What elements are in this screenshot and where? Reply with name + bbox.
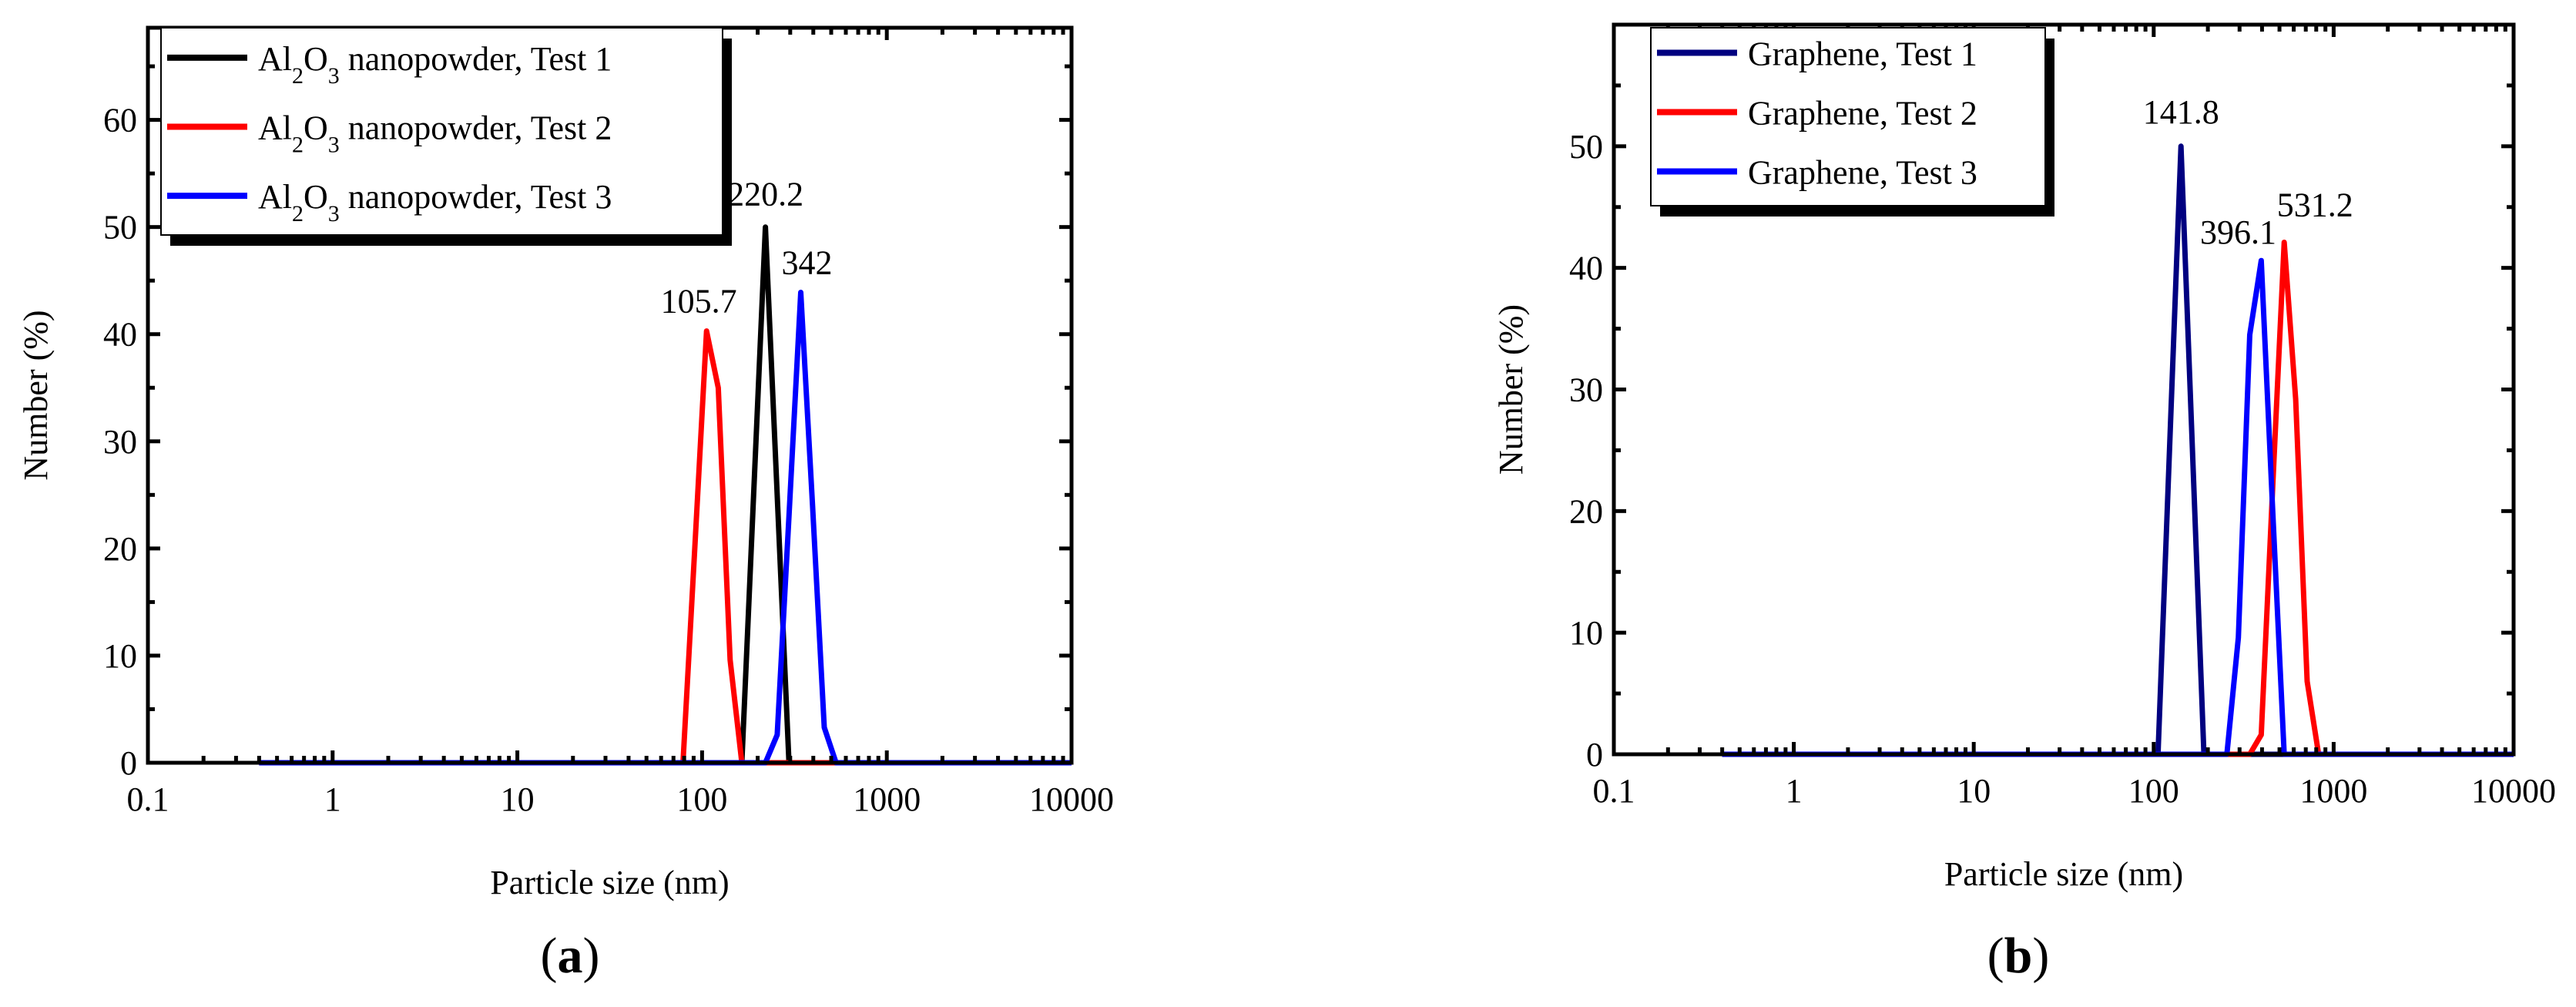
y-tick-label: 50 <box>103 209 137 247</box>
x-tick-label: 0.1 <box>127 780 169 818</box>
x-tick-label: 10000 <box>2471 772 2556 810</box>
x-axis-title: Particle size (nm) <box>490 864 729 901</box>
y-tick-label: 60 <box>103 102 137 139</box>
y-tick-label: 10 <box>1569 614 1603 652</box>
y-tick-label: 10 <box>103 637 137 675</box>
x-tick-label: 100 <box>676 780 727 818</box>
y-tick-label: 20 <box>1569 492 1603 530</box>
legend: Al2O3 nanopowder, Test 1 Al2O3 nanopowder… <box>160 27 732 246</box>
panel-letter: b <box>2004 928 2033 984</box>
y-tick-label: 0 <box>1586 736 1603 774</box>
legend: Graphene, Test 1 Graphene, Test 2 Graphene… <box>1650 27 2054 217</box>
legend-box <box>1650 27 2046 206</box>
legend-label-test-1: Graphene, Test 1 <box>1748 35 1977 73</box>
series-line-test-3 <box>259 290 1072 766</box>
x-tick-label: 10 <box>501 780 535 818</box>
y-tick-label: 40 <box>103 316 137 354</box>
legend-label-test-3: Al2O3 nanopowder, Test 3 <box>258 178 612 227</box>
peak-label: 220.2 <box>727 176 803 213</box>
x-tick-label: 100 <box>2128 772 2179 810</box>
y-tick-label: 20 <box>103 530 137 568</box>
series-line-test-2 <box>259 328 1072 766</box>
x-tick-label: 1 <box>324 780 341 818</box>
x-axis-title: Particle size (nm) <box>1944 855 2183 893</box>
panel-label: (a) <box>541 928 600 984</box>
y-tick-label: 30 <box>103 423 137 461</box>
x-tick-label: 1 <box>1786 772 1803 810</box>
x-tick-label: 10 <box>1957 772 1991 810</box>
legend-label-test-2: Graphene, Test 2 <box>1748 95 1977 133</box>
peak-label: 342 <box>781 243 832 281</box>
panel-label: (b) <box>1987 928 2050 984</box>
y-tick-label: 30 <box>1569 371 1603 409</box>
panel-letter: a <box>558 928 583 984</box>
peak-label: 531.2 <box>2277 186 2353 224</box>
legend-box <box>160 27 723 236</box>
y-tick-label: 40 <box>1569 250 1603 287</box>
chart-b: 0.1 1 10 100 1000 10000 0 10 20 30 40 50 Particle si… <box>1492 22 2556 984</box>
chart-a: 0.1 1 10 100 1000 10000 0 10 20 30 40 50 60 Particle … <box>17 25 1114 984</box>
x-tick-label: 10000 <box>1029 780 1114 818</box>
legend-label-test-2: Al2O3 nanopowder, Test 2 <box>258 109 612 158</box>
legend-label-test-1: Al2O3 nanopowder, Test 1 <box>258 40 612 89</box>
y-tick-label: 50 <box>1569 128 1603 166</box>
x-tick-label: 0.1 <box>1593 772 1635 810</box>
legend-label-test-3: Graphene, Test 3 <box>1748 154 1977 192</box>
y-tick-label: 0 <box>120 744 137 782</box>
x-tick-label: 1000 <box>2299 772 2367 810</box>
peak-label: 105.7 <box>661 283 737 321</box>
y-axis-title: Number (%) <box>17 310 55 480</box>
series-line-test-3 <box>1722 257 2514 757</box>
series-line-test-2 <box>1722 240 2514 757</box>
series-line-test-1 <box>1722 143 2514 757</box>
x-tick-label: 1000 <box>853 780 921 818</box>
peak-label: 396.1 <box>2200 213 2276 251</box>
y-axis-title: Number (%) <box>1492 304 1530 475</box>
peak-label: 141.8 <box>2143 93 2219 131</box>
